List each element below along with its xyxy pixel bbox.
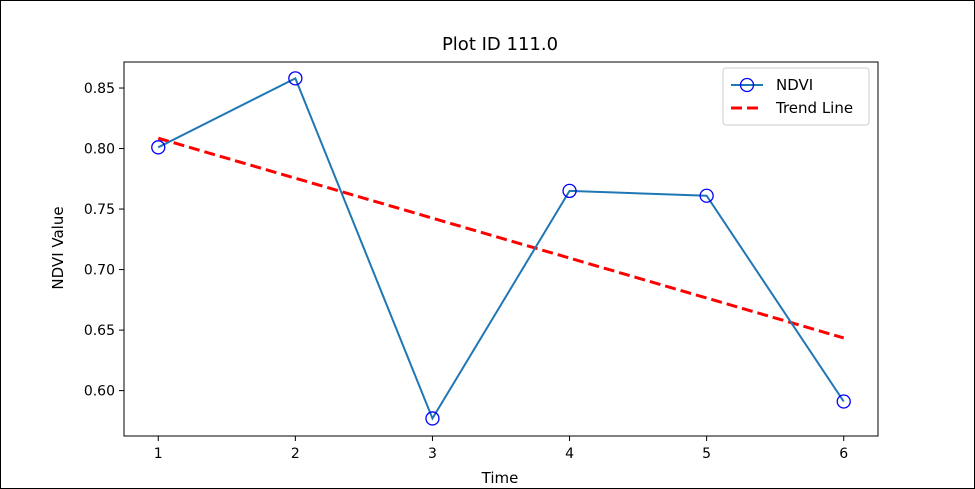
x-axis-title: Time [481, 469, 519, 487]
x-tick-label: 5 [702, 446, 711, 462]
x-tick-label: 3 [428, 446, 437, 462]
ndvi-point [836, 394, 851, 409]
y-tick-label: 0.75 [84, 202, 115, 218]
plot-area [123, 61, 879, 437]
trend-line [157, 136, 845, 340]
legend-ndvi-marker [739, 77, 755, 93]
y-tick-label: 0.60 [84, 384, 115, 400]
x-axis-ticks: 1 2 3 4 5 6 [154, 436, 848, 462]
ndvi-point [288, 71, 303, 86]
ndvi-point [699, 188, 714, 203]
legend-ndvi-label: NDVI [776, 76, 813, 94]
x-tick-label: 1 [154, 446, 163, 462]
ndvi-point [562, 183, 577, 199]
legend: NDVI Trend Line [722, 67, 870, 126]
legend-box [722, 67, 870, 126]
ndvi-line [157, 76, 845, 421]
y-axis-ticks: 0.60 0.65 0.70 0.75 0.80 0.85 [84, 81, 124, 400]
legend-trend-label: Trend Line [775, 99, 853, 117]
series-layer [151, 71, 851, 426]
x-tick-label: 6 [839, 446, 848, 462]
y-tick-label: 0.85 [84, 81, 115, 97]
ndvi-point [151, 140, 166, 155]
y-tick-label: 0.80 [84, 142, 115, 158]
y-tick-label: 0.65 [84, 323, 115, 339]
x-tick-label: 2 [291, 446, 300, 462]
y-tick-label: 0.70 [84, 263, 115, 279]
ndvi-point [425, 411, 440, 426]
chart-title: Plot ID 111.0 [442, 34, 558, 55]
x-tick-label: 4 [565, 446, 574, 462]
y-axis-title: NDVI Value [49, 206, 67, 289]
